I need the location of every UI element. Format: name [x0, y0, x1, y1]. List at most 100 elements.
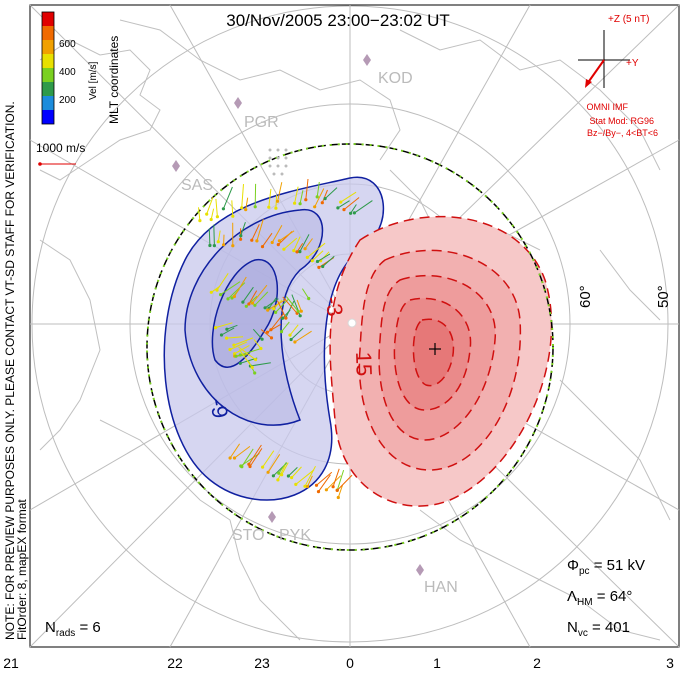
potential-min-marker: [347, 318, 357, 328]
radar-stations: [172, 54, 424, 576]
vector-origin-32: [255, 239, 259, 243]
vector-origin-95: [293, 340, 297, 344]
vector-origin-16: [315, 195, 319, 199]
vector-line-75: [226, 336, 244, 339]
vector-line-26: [217, 230, 221, 242]
vector-line-103: [267, 454, 281, 473]
vector-origin-26: [216, 240, 220, 244]
latitude-label-50: 50°: [655, 285, 672, 308]
mlt-label-21: 21: [3, 655, 19, 671]
vector-line-49: [216, 273, 229, 291]
vector-line-42: [306, 242, 326, 258]
radar-site-grid: [268, 148, 288, 176]
vector-origin-13: [298, 202, 302, 206]
vector-origin-31: [250, 238, 254, 242]
vector-line-71: [301, 288, 310, 299]
vector-line-45: [317, 253, 331, 262]
negative-cell: [163, 176, 385, 501]
vector-origin-80: [234, 354, 238, 358]
vector-origin-78: [233, 352, 237, 356]
vector-origin-0: [198, 219, 202, 223]
vector-origin-23: [352, 211, 356, 215]
vector-line-5: [231, 200, 234, 217]
vector-origin-111: [303, 484, 307, 488]
vector-origin-3: [215, 215, 219, 219]
vector-line-73: [226, 324, 238, 330]
vector-line-3: [215, 198, 218, 217]
vector-line-85: [238, 349, 253, 368]
vector-line-59: [264, 298, 279, 309]
vector-line-33: [262, 232, 273, 247]
vector-origin-99: [240, 465, 244, 469]
vector-origin-101: [248, 464, 252, 469]
vector-line-106: [278, 461, 287, 474]
vector-line-53: [233, 276, 247, 297]
imf-bz-label: +Z (5 nT): [608, 14, 649, 25]
station-sto: STO: [232, 527, 265, 544]
vector-origin-41: [303, 247, 307, 251]
vector-origin-88: [260, 337, 264, 341]
colorbar-tick-600: 600: [59, 39, 76, 50]
imf-source-label: OMNI IMF: [587, 102, 629, 112]
vector-line-43: [311, 250, 324, 262]
vector-line-74: [221, 327, 235, 336]
vector-line-62: [273, 299, 283, 310]
imf-vector: [586, 59, 605, 85]
vector-line-15: [314, 188, 325, 208]
vector-line-7: [245, 197, 249, 210]
vector-line-31: [251, 224, 260, 241]
vector-origin-87: [259, 346, 263, 351]
vector-origin-5: [231, 214, 235, 218]
vector-line-14: [305, 178, 309, 200]
vector-origin-50: [219, 293, 223, 297]
vector-line-88: [252, 328, 263, 340]
vector-origin-74: [219, 333, 224, 337]
vector-origin-55: [244, 304, 248, 308]
vector-origin-66: [284, 316, 288, 320]
vector-origin-42: [305, 255, 309, 259]
vector-line-13: [299, 190, 304, 204]
vector-origin-54: [241, 300, 245, 304]
vector-line-4: [222, 186, 233, 209]
vector-origin-47: [321, 264, 325, 269]
vector-origin-61: [266, 308, 270, 312]
vector-origin-38: [292, 249, 296, 253]
vector-origin-96: [232, 456, 237, 460]
vector-line-60: [268, 297, 277, 309]
vector-origin-57: [253, 303, 257, 307]
vector-line-32: [256, 219, 264, 242]
vector-line-0: [198, 207, 201, 221]
velocity-vectors: [198, 178, 373, 500]
vector-line-19: [340, 191, 357, 203]
vector-line-36: [279, 230, 295, 242]
vector-line-118: [337, 485, 343, 498]
vector-origin-77: [228, 347, 232, 352]
vector-line-117: [336, 469, 345, 491]
vector-origin-52: [226, 297, 230, 301]
vector-origin-15: [313, 205, 317, 209]
vector-line-114: [318, 474, 331, 492]
vector-origin-27: [222, 243, 226, 247]
vector-origin-35: [276, 243, 280, 247]
vector-line-63: [275, 299, 289, 313]
vector-line-6: [241, 184, 244, 208]
vector-origin-51: [230, 296, 234, 300]
station-han: HAN: [424, 579, 458, 596]
vector-line-94: [290, 327, 304, 340]
vector-line-24: [208, 228, 211, 246]
vector-line-87: [253, 339, 262, 349]
vector-origin-21: [342, 208, 346, 212]
vector-origin-36: [277, 239, 281, 243]
vector-line-38: [293, 236, 301, 251]
vector-line-34: [271, 224, 283, 243]
vector-origin-92: [279, 330, 284, 334]
vector-origin-22: [349, 211, 353, 215]
vector-origin-40: [295, 250, 299, 254]
contour-label-positive: 15: [351, 351, 377, 376]
vector-origin-29: [239, 237, 243, 241]
vector-origin-24: [208, 243, 212, 248]
vector-line-66: [276, 300, 287, 319]
vector-line-50: [220, 281, 241, 296]
vector-line-58: [252, 284, 268, 304]
vector-origin-103: [266, 470, 270, 474]
